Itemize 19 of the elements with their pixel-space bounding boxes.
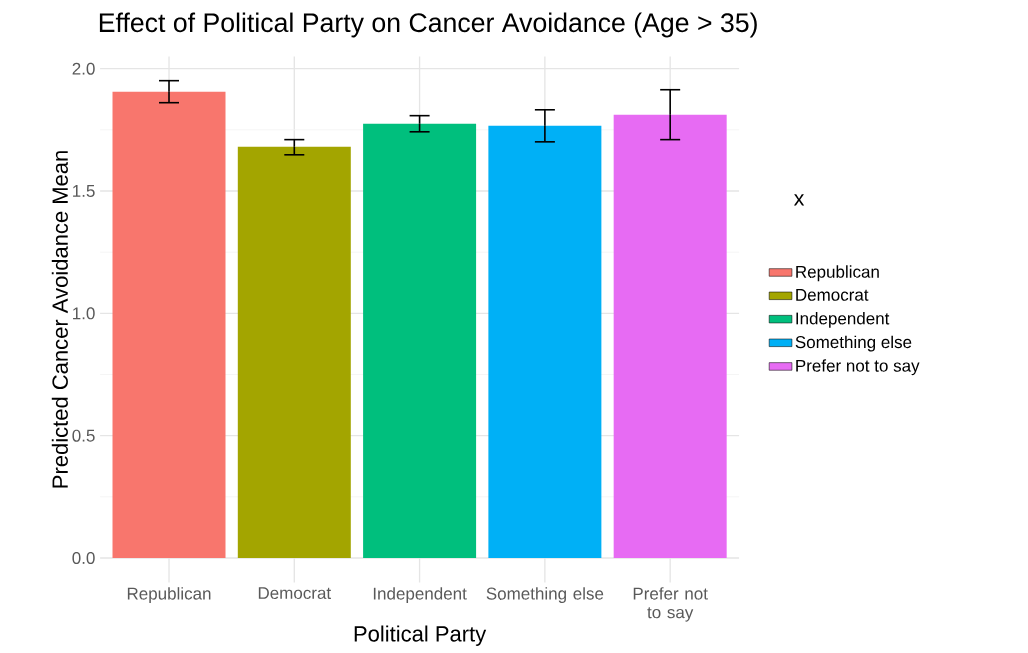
x-tick-label: Something else [486,587,604,604]
legend-label: Independent [796,311,890,328]
y-tick-label: 0.0 [72,551,95,565]
y-tick-label: 1.5 [73,185,95,197]
x-tick-label: Republican [127,587,211,604]
legend-label: Something else [795,335,912,352]
chart-title: Effect of Political Party on Cancer Avoidance (Age > 35) [99,12,757,38]
y-tick-label: 0.5 [72,429,95,442]
legend-title: x [793,194,805,206]
y-tick-label: 1.0 [73,307,95,320]
y-axis-title: Predicted Cancer Avoidance Mean [51,151,68,488]
x-tick-label: Independent [373,587,467,604]
x-tick-label: Prefer not to say [633,587,708,622]
x-tick-label: Democrat [258,587,332,600]
x-axis-title: Political Party [354,625,487,646]
legend-label: Prefer not to say [796,359,920,376]
y-tick-label: 2.0 [72,62,95,75]
legend-label: Democrat [796,288,869,301]
legend-label: Republican [796,265,879,282]
